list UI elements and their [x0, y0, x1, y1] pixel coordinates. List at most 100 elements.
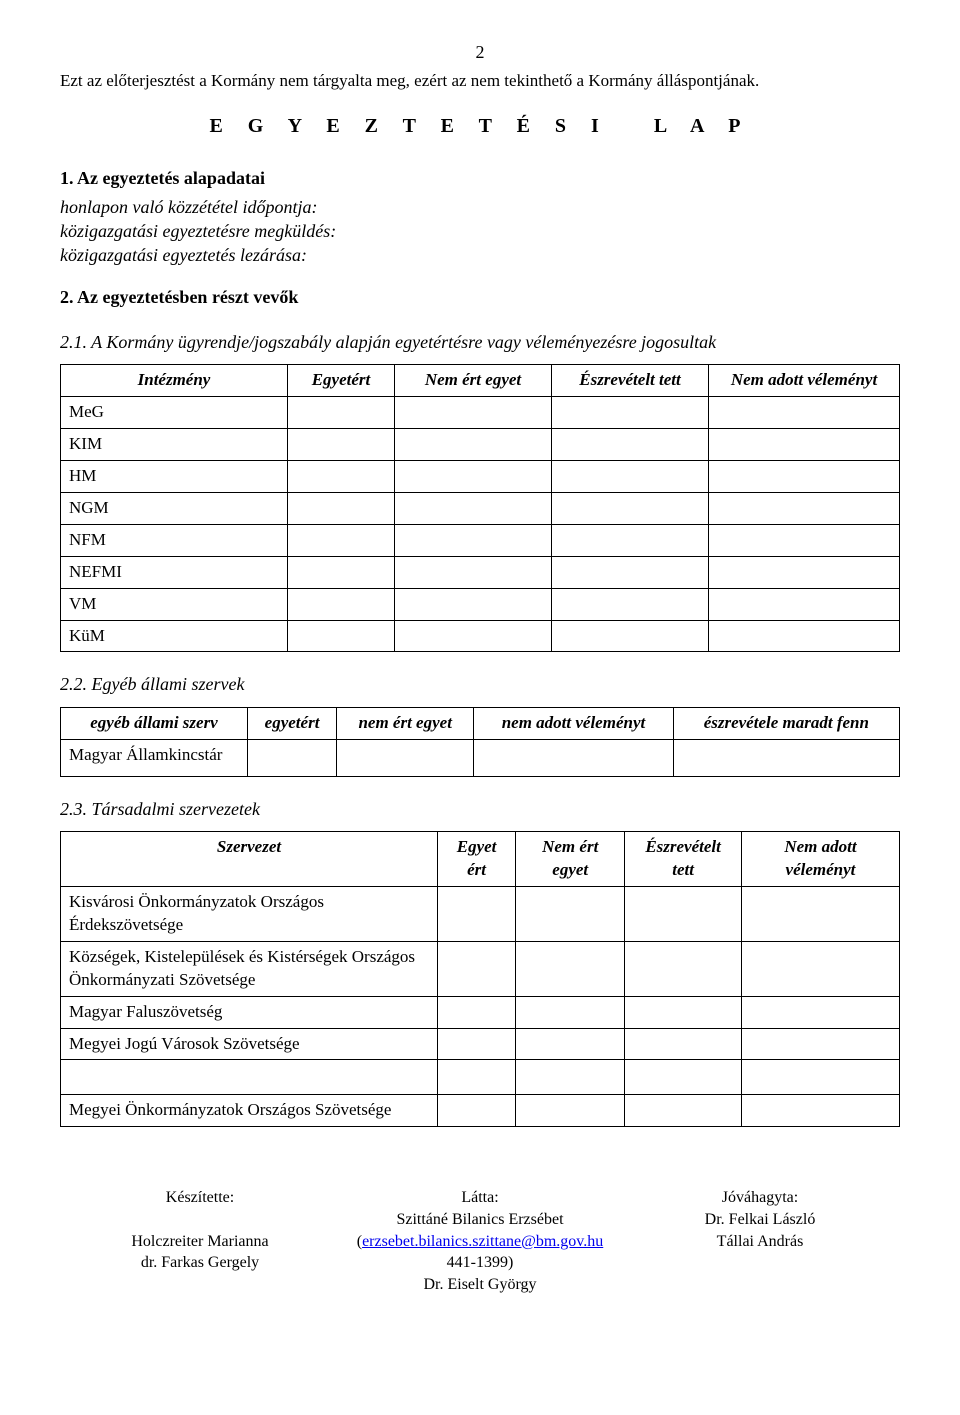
footer-right-label: Jóváhagyta:	[628, 1187, 892, 1209]
cell	[395, 460, 552, 492]
th-remark: Észrevételt tett	[625, 831, 742, 886]
cell-institution: NEFMI	[61, 556, 288, 588]
cell	[625, 1095, 742, 1127]
table-row: Kisvárosi Önkormányzatok Országos Érdeks…	[61, 886, 900, 941]
cell	[625, 886, 742, 941]
table-row: NFM	[61, 524, 900, 556]
th-body: egyéb állami szerv	[61, 707, 248, 739]
cell	[288, 428, 395, 460]
footer-center-label: Látta:	[348, 1187, 612, 1209]
table-row: NEFMI	[61, 556, 900, 588]
table-row: Községek, Kistelepülések és Kistérségek …	[61, 941, 900, 996]
cell	[516, 1095, 625, 1127]
footer-right-name2: Tállai András	[628, 1231, 892, 1253]
footer: Készítette: Holczreiter Marianna dr. Far…	[60, 1187, 900, 1295]
cell	[552, 492, 709, 524]
table-row: HM	[61, 460, 900, 492]
footer-center-email-line: (erzsebet.bilanics.szittane@bm.gov.hu	[348, 1231, 612, 1253]
th-disagree: nem ért egyet	[337, 707, 474, 739]
footer-email-link[interactable]: erzsebet.bilanics.szittane@bm.gov.hu	[362, 1233, 603, 1250]
th-agree: Egyet ért	[438, 831, 516, 886]
cell	[552, 460, 709, 492]
cell	[709, 620, 900, 652]
disclaimer-text: Ezt az előterjesztést a Kormány nem tárg…	[60, 70, 900, 93]
cell	[552, 556, 709, 588]
table-institutions: Intézmény Egyetért Nem ért egyet Észrevé…	[60, 364, 900, 652]
table-row: Megyei Önkormányzatok Országos Szövetség…	[61, 1095, 900, 1127]
cell	[552, 620, 709, 652]
cell	[741, 996, 899, 1028]
cell-institution: KIM	[61, 428, 288, 460]
table-row-empty	[61, 1060, 900, 1095]
cell	[438, 1060, 516, 1095]
cell	[709, 428, 900, 460]
footer-left-label: Készítette:	[68, 1187, 332, 1209]
page-number: 2	[60, 40, 900, 64]
footer-center-phone: 441-1399)	[348, 1252, 612, 1274]
cell	[552, 428, 709, 460]
th-remark-kept: észrevétele maradt fenn	[673, 707, 899, 739]
cell-body: Magyar Államkincstár	[61, 739, 248, 776]
cell	[248, 739, 337, 776]
cell	[438, 886, 516, 941]
table-header-row: Intézmény Egyetért Nem ért egyet Észrevé…	[61, 365, 900, 397]
footer-right-name1: Dr. Felkai László	[628, 1209, 892, 1231]
cell	[288, 588, 395, 620]
cell	[741, 1095, 899, 1127]
footer-left-blank	[68, 1209, 332, 1231]
cell	[438, 1028, 516, 1060]
cell-org: Kisvárosi Önkormányzatok Országos Érdeks…	[61, 886, 438, 941]
s1-line3: közigazgatási egyeztetés lezárása:	[60, 243, 900, 267]
th-agree: Egyetért	[288, 365, 395, 397]
section2-heading: 2. Az egyeztetésben részt vevők	[60, 285, 900, 309]
cell-institution: NFM	[61, 524, 288, 556]
cell	[516, 941, 625, 996]
cell	[741, 886, 899, 941]
subsection-2-3: 2.3. Társadalmi szervezetek	[60, 797, 900, 821]
cell-org: Megyei Önkormányzatok Országos Szövetség…	[61, 1095, 438, 1127]
cell	[625, 1028, 742, 1060]
cell	[337, 739, 474, 776]
table-row: NGM	[61, 492, 900, 524]
table-row: VM	[61, 588, 900, 620]
cell	[474, 739, 673, 776]
cell-institution: HM	[61, 460, 288, 492]
cell-org: Magyar Faluszövetség	[61, 996, 438, 1028]
cell	[709, 460, 900, 492]
table-header-row: Szervezet Egyet ért Nem ért egyet Észrev…	[61, 831, 900, 886]
cell	[395, 524, 552, 556]
cell	[395, 428, 552, 460]
cell	[288, 556, 395, 588]
footer-left-name2: dr. Farkas Gergely	[68, 1252, 332, 1274]
cell	[288, 620, 395, 652]
cell	[438, 1095, 516, 1127]
cell	[288, 460, 395, 492]
th-no-opinion: nem adott véleményt	[474, 707, 673, 739]
cell-org	[61, 1060, 438, 1095]
cell-institution: KüM	[61, 620, 288, 652]
cell	[288, 524, 395, 556]
cell	[741, 941, 899, 996]
table-organizations: Szervezet Egyet ért Nem ért egyet Észrev…	[60, 831, 900, 1127]
cell	[552, 396, 709, 428]
cell-institution: NGM	[61, 492, 288, 524]
cell	[709, 588, 900, 620]
s1-line2: közigazgatási egyeztetésre megküldés:	[60, 219, 900, 243]
th-disagree: Nem ért egyet	[516, 831, 625, 886]
cell-institution: MeG	[61, 396, 288, 428]
footer-center-name: Szittáné Bilanics Erzsébet	[348, 1209, 612, 1231]
footer-left-name1: Holczreiter Marianna	[68, 1231, 332, 1253]
th-remark: Észrevételt tett	[552, 365, 709, 397]
cell	[709, 524, 900, 556]
cell-org: Megyei Jogú Városok Szövetsége	[61, 1028, 438, 1060]
th-no-opinion: Nem adott véleményt	[741, 831, 899, 886]
cell	[395, 620, 552, 652]
cell	[673, 739, 899, 776]
table-row: Magyar Faluszövetség	[61, 996, 900, 1028]
cell	[709, 492, 900, 524]
table-row: KIM	[61, 428, 900, 460]
cell	[741, 1028, 899, 1060]
footer-center-name2: Dr. Eiselt György	[348, 1274, 612, 1296]
section1-heading: 1. Az egyeztetés alapadatai	[60, 166, 900, 190]
subsection-2-2: 2.2. Egyéb állami szervek	[60, 672, 900, 696]
